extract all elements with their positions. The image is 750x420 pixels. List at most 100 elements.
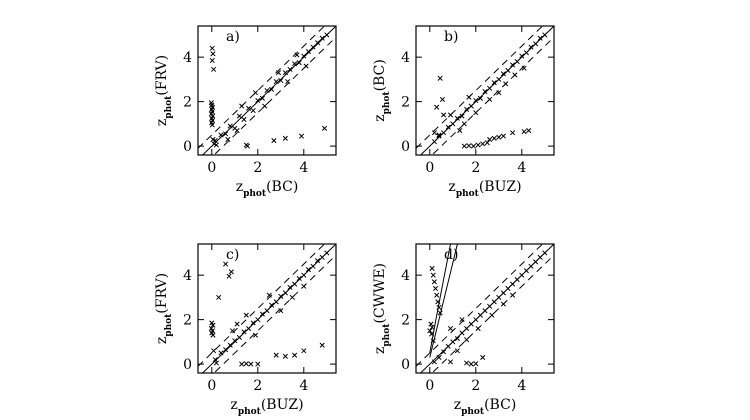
y-axis-label: zphot(BC): [372, 59, 392, 122]
data-point: [434, 104, 440, 110]
dashed-offset-line: [198, 244, 326, 367]
data-point: [255, 317, 261, 323]
data-point: [296, 60, 302, 66]
data-point: [434, 292, 440, 298]
data-point: [310, 44, 316, 50]
data-point: [239, 361, 245, 367]
data-point: [210, 322, 216, 328]
data-point: [223, 347, 229, 353]
data-point: [487, 96, 493, 102]
data-point: [542, 32, 548, 38]
y-tick-label: 0: [401, 139, 410, 155]
data-point: [212, 137, 218, 144]
x-axis-label: zphot(BUZ): [448, 179, 521, 199]
data-point: [223, 261, 229, 267]
data-point: [523, 50, 529, 56]
data-point: [441, 112, 447, 118]
data-point: [500, 133, 506, 139]
data-point: [282, 135, 288, 141]
data-point: [321, 125, 328, 131]
data-point: [450, 121, 456, 127]
data-point: [510, 281, 516, 287]
reference-lines: [416, 26, 554, 155]
y-tick-label: 4: [401, 268, 410, 284]
x-tick-label: 0: [207, 378, 216, 394]
data-point: [461, 143, 467, 149]
axis-ticks: 0 2 4 0 2 4: [401, 26, 554, 176]
y-tick-label: 2: [401, 313, 410, 329]
reference-lines: [198, 26, 336, 155]
data-point: [523, 268, 529, 274]
data-point: [301, 348, 307, 354]
model-curve: [429, 244, 458, 358]
data-point: [477, 95, 483, 101]
panel-label: b): [444, 29, 458, 45]
data-points: [208, 250, 330, 367]
data-point: [236, 113, 242, 119]
data-point: [459, 317, 465, 323]
x-tick-label: 0: [425, 160, 434, 176]
data-point: [510, 292, 516, 298]
data-point: [441, 349, 447, 355]
data-point: [500, 71, 506, 77]
x-tick-label: 2: [471, 378, 480, 394]
data-point: [473, 110, 479, 116]
data-point: [250, 107, 256, 114]
data-point: [252, 90, 259, 96]
data-point: [241, 116, 247, 122]
data-point: [301, 53, 307, 59]
data-points: [431, 32, 548, 149]
data-point: [437, 310, 443, 316]
data-point: [437, 75, 443, 81]
data-point: [305, 267, 311, 273]
data-point: [435, 299, 441, 305]
data-point: [269, 302, 275, 308]
data-point: [505, 285, 511, 292]
data-point: [287, 284, 293, 290]
data-point: [319, 342, 325, 348]
y-tick-label: 2: [183, 95, 192, 111]
data-point: [289, 294, 295, 300]
y-tick-label: 4: [183, 50, 192, 66]
data-point: [521, 129, 527, 135]
data-point: [232, 338, 238, 344]
data-point: [491, 80, 497, 86]
data-point: [271, 137, 277, 144]
data-point: [264, 308, 270, 314]
data-point: [431, 279, 437, 285]
data-point: [298, 133, 305, 139]
data-point: [209, 122, 215, 128]
data-point: [223, 131, 229, 137]
y-tick-label: 4: [401, 50, 410, 66]
dashed-offset-line: [431, 254, 554, 373]
data-point: [496, 294, 502, 300]
data-point: [243, 361, 249, 367]
data-point: [266, 292, 272, 298]
data-point: [484, 140, 490, 146]
axis-ticks: 0 2 4 0 2 4: [183, 244, 336, 394]
data-point: [259, 95, 265, 101]
data-point: [510, 130, 516, 136]
axis-ticks: 0 2 4 0 2 4: [183, 26, 336, 176]
panel-d: 0 2 4 0 2 4 d) zphot(BC) zphot(CWWE): [372, 243, 555, 417]
data-point: [227, 123, 233, 129]
model-curve: [429, 244, 451, 354]
data-point: [519, 272, 525, 278]
data-point: [510, 62, 516, 68]
x-tick-label: 4: [299, 160, 308, 176]
data-point: [239, 103, 245, 109]
data-point: [315, 40, 321, 46]
data-point: [464, 337, 470, 343]
identity-line: [419, 26, 554, 155]
data-point: [542, 250, 548, 256]
data-point: [466, 94, 472, 100]
data-point: [429, 324, 435, 330]
data-point: [236, 334, 242, 340]
data-point: [210, 332, 216, 338]
data-point: [303, 63, 309, 69]
data-point: [454, 335, 460, 342]
data-point: [431, 139, 437, 145]
panel-label: a): [226, 29, 240, 45]
y-tick-label: 2: [183, 313, 192, 329]
data-point: [294, 52, 300, 58]
